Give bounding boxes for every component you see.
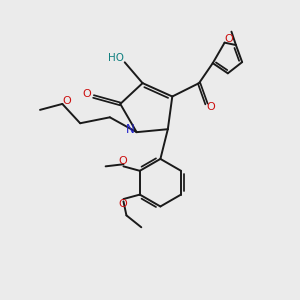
Text: O: O bbox=[207, 103, 215, 112]
Text: O: O bbox=[82, 89, 91, 99]
Text: N: N bbox=[126, 123, 134, 136]
Text: O: O bbox=[118, 156, 127, 166]
Text: HO: HO bbox=[108, 53, 124, 63]
Text: O: O bbox=[62, 96, 71, 106]
Text: O: O bbox=[225, 34, 233, 44]
Text: O: O bbox=[118, 200, 127, 209]
